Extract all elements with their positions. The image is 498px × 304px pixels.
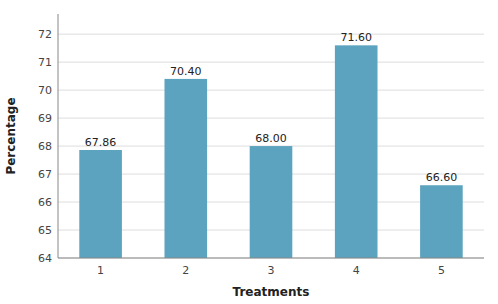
x-axis-line [58, 258, 484, 259]
y-tick-label: 72 [38, 28, 52, 41]
grid-line [58, 62, 484, 63]
chart-container: 64 65 66 67 68 69 70 71 72 67.86 70.40 68.00 71.60 66… [0, 0, 498, 304]
y-tick-label: 67 [38, 168, 52, 181]
y-tick-label: 70 [38, 84, 52, 97]
bar [79, 150, 122, 258]
y-tick-label: 64 [38, 252, 52, 265]
x-tick-label: 4 [353, 264, 360, 277]
chart: 64 65 66 67 68 69 70 71 72 67.86 70.40 68.00 71.60 66… [0, 0, 498, 304]
grid [58, 34, 484, 258]
grid-line [58, 258, 484, 259]
y-tick-label: 69 [38, 112, 52, 125]
x-tick-label: 2 [182, 264, 189, 277]
data-label: 68.00 [255, 132, 287, 145]
y-tick-label: 68 [38, 140, 52, 153]
data-label: 70.40 [170, 65, 202, 78]
bar [335, 45, 378, 258]
y-tick-label: 65 [38, 224, 52, 237]
bar [420, 185, 463, 258]
x-tick-label: 5 [438, 264, 445, 277]
bar [165, 79, 208, 258]
bar [250, 146, 293, 258]
y-tick-label: 66 [38, 196, 52, 209]
bars [79, 45, 462, 258]
grid-line [58, 90, 484, 91]
y-axis-line [58, 14, 59, 258]
grid-line [58, 34, 484, 35]
x-tick-label: 1 [97, 264, 104, 277]
data-label: 66.60 [426, 171, 458, 184]
y-tick-label: 71 [38, 56, 52, 69]
y-axis-label: Percentage [4, 97, 18, 174]
data-label: 67.86 [85, 136, 117, 149]
x-axis-label: Treatments [233, 285, 310, 299]
data-label: 71.60 [340, 31, 372, 44]
grid-line [58, 118, 484, 119]
x-tick-label: 3 [268, 264, 275, 277]
